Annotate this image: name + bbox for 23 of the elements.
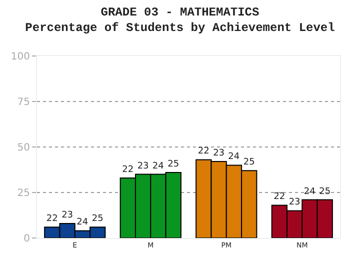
text: 24: [152, 161, 164, 172]
series-label: 25: [92, 214, 104, 224]
text: 24: [304, 186, 316, 197]
chart-title: GRADE 03 - MATHEMATICS: [100, 6, 260, 20]
y-tick-label: 100: [10, 52, 30, 62]
text: 23: [288, 198, 300, 208]
text: 22: [122, 164, 134, 175]
y-tick-label: 75: [17, 97, 30, 108]
text: 24: [228, 152, 240, 162]
series-label: 23: [62, 210, 74, 220]
text: 23: [137, 161, 149, 172]
y-tick-label: 50: [17, 142, 30, 154]
y-tick-label: 0: [24, 234, 30, 244]
y-tick-label: 25: [17, 188, 30, 199]
series-label: 22: [46, 214, 58, 224]
series-label: 24: [76, 218, 88, 228]
text: 22: [274, 192, 286, 202]
text: 25: [243, 158, 255, 168]
text: 25: [168, 159, 180, 170]
chart-subtitle: Percentage of Students by Achievement Level: [25, 21, 335, 36]
text: 25: [319, 186, 331, 197]
text: 22: [198, 146, 210, 157]
text: 23: [213, 148, 225, 159]
